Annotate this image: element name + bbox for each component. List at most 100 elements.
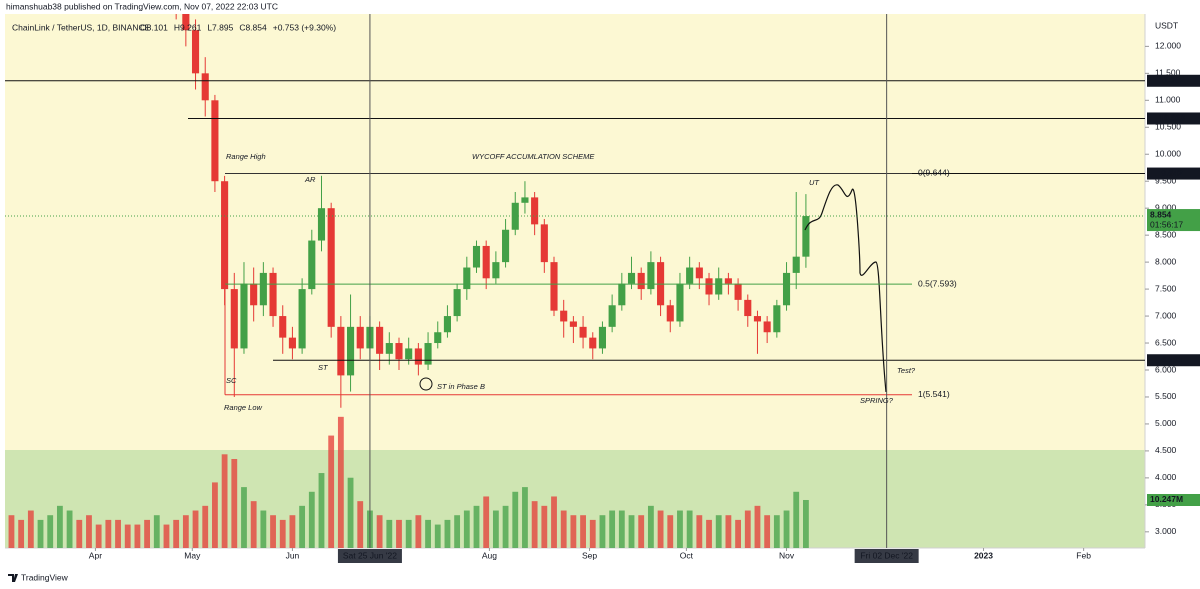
candle-body xyxy=(385,343,393,354)
candle-body xyxy=(676,283,684,322)
y-tick-label: 9.500 xyxy=(1155,175,1177,185)
annotation: AR xyxy=(304,175,316,184)
volume-bar xyxy=(473,505,480,548)
fib-label: 0.5(7.593) xyxy=(918,278,957,288)
volume-bar xyxy=(270,515,276,548)
candle-body xyxy=(443,316,451,333)
volume-bar xyxy=(686,510,693,548)
volume-bar xyxy=(163,524,170,548)
ohlc-value: C8.854 xyxy=(239,22,267,32)
ohlc-value: +0.753 (+9.30%) xyxy=(273,22,336,32)
volume-bar xyxy=(647,505,654,548)
level-marker-label: 10.663 xyxy=(1159,113,1185,123)
volume-bar xyxy=(715,515,722,548)
volume-bar xyxy=(638,515,645,548)
volume-bar xyxy=(706,519,712,548)
candle-body xyxy=(598,326,607,349)
last-price-label: 8.854 xyxy=(1150,209,1172,219)
candle-body xyxy=(395,343,403,360)
volume-bar xyxy=(696,515,703,548)
volume-bar xyxy=(347,477,354,548)
candle-body xyxy=(734,283,742,300)
volume-bar xyxy=(793,491,800,548)
candle-body xyxy=(434,332,442,344)
volume-bar xyxy=(124,524,131,548)
y-tick-label: 6.000 xyxy=(1155,364,1177,374)
volume-bar xyxy=(173,519,180,548)
level-marker-label: 6.181 xyxy=(1161,354,1183,364)
overlay: 0(9.644) 0.5(7.593) 1(5.541) Range High WYCO… xyxy=(5,14,1145,548)
volume-bar xyxy=(628,515,635,548)
annotation: Range Low xyxy=(224,403,263,412)
volume-bar xyxy=(241,487,247,548)
candle-body xyxy=(337,326,345,376)
volume-bar xyxy=(764,515,771,548)
volume-bar xyxy=(735,519,741,548)
volume-bar xyxy=(531,501,538,548)
volume-bar xyxy=(657,510,664,548)
volume-bar xyxy=(192,510,199,548)
candle-body xyxy=(453,289,461,317)
candle-body xyxy=(201,73,209,101)
x-tick-label: Aug xyxy=(482,550,497,560)
volume-bar xyxy=(773,515,780,548)
volume-bar xyxy=(337,416,344,548)
volume-bar xyxy=(376,515,383,548)
volume-bar xyxy=(589,519,596,548)
candle-body xyxy=(763,321,771,333)
volume-bar xyxy=(609,510,616,548)
level-marker xyxy=(1147,354,1200,367)
ohlc-value: O8.101 xyxy=(140,22,168,32)
countdown-label: 01:56:17 xyxy=(1150,219,1183,229)
y-tick-label: 3.000 xyxy=(1155,526,1177,536)
candle-body xyxy=(589,337,597,349)
candle-body xyxy=(792,256,800,273)
y-tick-label: 10.500 xyxy=(1155,122,1181,132)
y-tick-label: 8.000 xyxy=(1155,256,1177,266)
candle-body xyxy=(560,310,568,322)
candle-body xyxy=(240,283,248,349)
y-tick-label: 4.000 xyxy=(1155,472,1177,482)
volume-bar xyxy=(202,505,209,548)
candle-body xyxy=(695,267,703,279)
candle-body xyxy=(502,229,510,263)
volume-bar xyxy=(105,519,112,548)
candle-body xyxy=(221,181,229,290)
fib-label: 0(9.644) xyxy=(918,168,950,178)
volume-bar xyxy=(434,524,441,548)
volume-bar xyxy=(76,519,83,548)
candle-body xyxy=(647,262,655,290)
y-tick-label: 8.500 xyxy=(1155,229,1177,239)
x-tick-label: Oct xyxy=(680,550,694,560)
x-tick-label: Jun xyxy=(286,550,300,560)
volume-bar xyxy=(66,510,73,548)
candle-body xyxy=(327,208,335,327)
candle-body xyxy=(279,316,287,338)
annotation: ST in Phase B xyxy=(437,382,485,391)
y-tick-label: 4.500 xyxy=(1155,445,1177,455)
volume-bar xyxy=(599,515,606,548)
candle-body xyxy=(405,348,413,360)
volume-bar xyxy=(444,519,451,548)
volume-bar xyxy=(357,501,364,548)
candle-body xyxy=(191,30,200,74)
volume-bar xyxy=(231,458,238,548)
candle-body xyxy=(705,278,713,295)
volume-bar xyxy=(299,505,306,548)
x-tick-label: 2023 xyxy=(974,550,993,560)
volume-bar xyxy=(618,510,625,548)
x-tick-label: Sep xyxy=(582,550,597,560)
volume-bar xyxy=(260,510,267,548)
y-tick-label: 5.000 xyxy=(1155,418,1177,428)
candle-body xyxy=(637,272,645,290)
y-tick-label: 5.500 xyxy=(1155,391,1177,401)
symbol-legend: ChainLink / TetherUS, 1D, BINANCE xyxy=(12,22,151,32)
candle-body xyxy=(482,245,490,279)
volume-bar xyxy=(308,491,315,548)
y-tick-label: 11.000 xyxy=(1155,95,1181,105)
level-marker-label: 11.362 xyxy=(1159,75,1185,85)
volume-bar xyxy=(425,519,431,548)
volume-bar xyxy=(483,496,490,548)
candle-body xyxy=(744,299,752,317)
y-tick-label: 9.000 xyxy=(1155,202,1177,212)
